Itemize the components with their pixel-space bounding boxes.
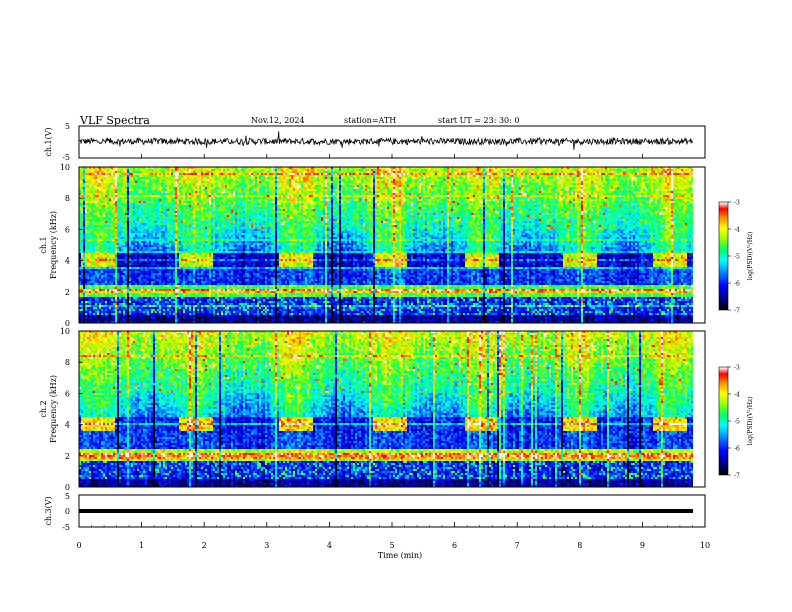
time-tick-label: 10 <box>700 541 710 550</box>
freq-tick-label: 8 <box>65 358 70 367</box>
ch3-ytick-mid: 0 <box>65 507 70 516</box>
start-time-label: start UT = 23: 30: 0 <box>438 116 519 125</box>
ch2-colorbar-label: log(PSD)(V²/Hz) <box>747 397 754 446</box>
freq-tick-label: 4 <box>65 421 70 430</box>
time-tick-label: 6 <box>452 541 457 550</box>
ch1-spec-ylabel-freq: Frequency (kHz) <box>49 211 58 279</box>
ch1-ytick-top: 5 <box>65 122 70 131</box>
freq-tick-label: 8 <box>65 194 70 203</box>
x-axis-label: Time (min) <box>378 551 422 560</box>
time-tick-label: 5 <box>389 541 394 550</box>
time-tick-label: 7 <box>515 541 520 550</box>
ch1-spec-ticks: 0 2 4 6 8 10 <box>60 163 706 328</box>
station-label: station=ATH <box>344 116 396 125</box>
freq-tick-label: 10 <box>60 327 70 336</box>
freq-tick-label: 6 <box>65 225 70 234</box>
ch1-spectrogram-image <box>79 167 693 323</box>
colorbar-tick-label: -3 <box>734 200 740 207</box>
ch2-colorbar <box>719 367 728 475</box>
ch1-colorbar <box>719 202 728 310</box>
colorbar-tick-label: -6 <box>734 446 740 453</box>
freq-tick-label: 6 <box>65 389 70 398</box>
ch3-waveform-panel: 5 0 -5 ch.3(V) 0 1 2 3 4 5 6 7 8 9 10 Time (min) <box>44 154 710 560</box>
colorbar-tick-label: -4 <box>734 227 740 234</box>
ch1-ytick-bottom: -5 <box>62 153 70 162</box>
freq-tick-label: 4 <box>65 257 70 266</box>
colorbar-tick-label: -7 <box>734 308 740 315</box>
colorbar-tick-label: -7 <box>734 473 740 480</box>
colorbar-tick-label: -6 <box>734 281 740 288</box>
time-tick-label: 0 <box>76 541 81 550</box>
freq-tick-label: 2 <box>65 288 70 297</box>
ch2-spectrogram-image <box>79 331 693 487</box>
colorbar-tick-label: -4 <box>734 392 740 399</box>
time-axis-ticks: 0 1 2 3 4 5 6 7 8 9 10 <box>76 154 710 550</box>
time-tick-label: 2 <box>202 541 207 550</box>
time-tick-label: 4 <box>327 541 332 550</box>
ch1-ylabel: ch.1(V) <box>44 127 53 156</box>
colorbar-tick-label: -5 <box>734 254 740 261</box>
freq-tick-label: 10 <box>60 163 70 172</box>
freq-tick-label: 0 <box>65 483 70 492</box>
ch2-colorbar-ticks: -3 -4 -5 -6 -7 <box>728 365 740 480</box>
ch2-spec-ylabel-ch: ch.2 <box>39 400 48 417</box>
ch3-ytick-bottom: -5 <box>62 523 70 532</box>
date-label: Nov.12, 2024 <box>251 116 305 125</box>
time-tick-label: 3 <box>264 541 269 550</box>
freq-tick-label: 0 <box>65 319 70 328</box>
ch2-spec-ylabel-freq: Frequency (kHz) <box>49 375 58 443</box>
ch1-colorbar-ticks: -3 -4 -5 -6 -7 <box>728 200 740 315</box>
freq-tick-label: 2 <box>65 452 70 461</box>
time-tick-label: 9 <box>640 541 645 550</box>
time-tick-label: 8 <box>577 541 582 550</box>
ch2-spec-ticks: 0 2 4 6 8 10 <box>60 327 706 492</box>
figure-title: VLF Spectra <box>79 114 150 127</box>
colorbar-tick-label: -3 <box>734 365 740 372</box>
colorbar-tick-label: -5 <box>734 419 740 426</box>
ch1-waveform-panel: 5 -5 ch.1(V) <box>44 122 706 162</box>
ch1-trace <box>78 131 693 150</box>
ch3-ytick-top: 5 <box>65 492 70 501</box>
ch1-spec-ylabel-ch: ch.1 <box>39 236 48 253</box>
ch1-colorbar-label: log(PSD)(V²/Hz) <box>747 232 754 281</box>
time-tick-label: 1 <box>139 541 144 550</box>
ch3-trace <box>79 509 693 513</box>
ch3-ylabel: ch.3(V) <box>44 496 53 525</box>
